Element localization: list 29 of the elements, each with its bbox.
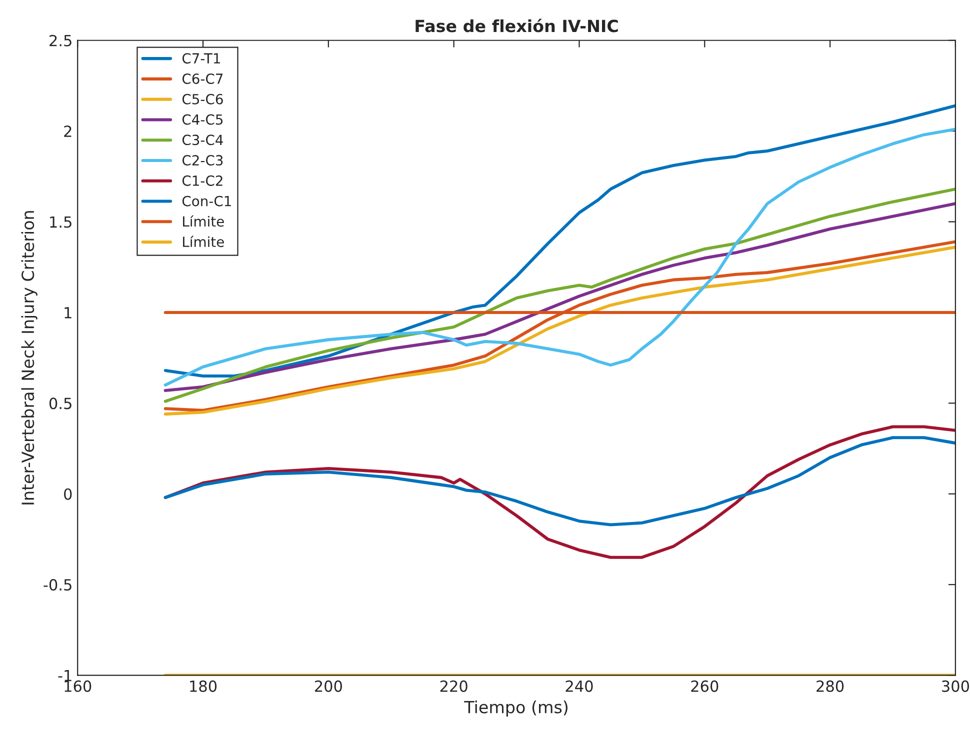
- y-tick-label: 2: [64, 126, 72, 137]
- x-tick-label: 220: [440, 680, 468, 692]
- legend-label: C5-C6: [182, 94, 223, 104]
- x-tick-label: 280: [816, 680, 844, 692]
- x-axis-title: Tiempo (ms): [464, 700, 568, 717]
- x-tick-label: 260: [691, 680, 718, 692]
- legend-label: Con-C1: [182, 196, 231, 206]
- y-tick-label: 0.5: [49, 398, 72, 410]
- x-tick-label: 200: [314, 680, 342, 692]
- x-tick-label: 300: [942, 680, 970, 692]
- y-tick-label: -0.5: [44, 579, 72, 591]
- y-axis-title: Inter-Vertebral Neck Injury Criterion: [21, 211, 38, 504]
- x-tick-label: 240: [566, 680, 593, 692]
- y-tick-label: 1: [64, 307, 72, 318]
- chart-title: Fase de flexión IV-NIC: [416, 18, 618, 32]
- y-tick-label: 1.5: [50, 216, 72, 228]
- legend-label: C1-C2: [182, 175, 222, 186]
- legend-label: Límite: [183, 215, 224, 227]
- y-tick-label: -1: [58, 670, 72, 682]
- legend-label: Límite: [183, 236, 224, 248]
- y-tick-label: 2.5: [50, 34, 72, 46]
- y-tick-label: 0: [64, 488, 72, 500]
- legend-label: C6-C7: [182, 74, 223, 84]
- x-tick-label: 180: [190, 680, 217, 692]
- legend-label: C7-T1: [182, 53, 220, 64]
- legend-label: C3-C4: [182, 134, 223, 146]
- legend-label: C4-C5: [182, 114, 223, 125]
- legend-label: C2-C3: [182, 155, 223, 166]
- x-tick-label: 160: [64, 680, 92, 692]
